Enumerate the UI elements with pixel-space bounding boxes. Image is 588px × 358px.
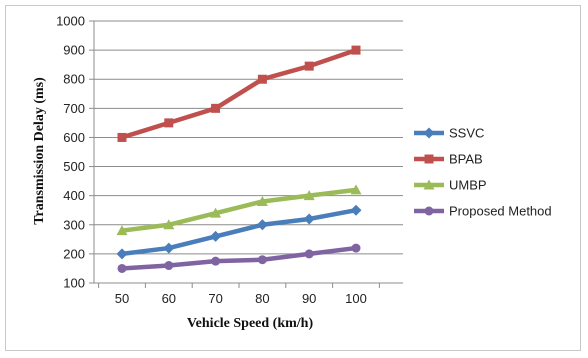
x-tick-label-100: 100 [345,291,367,306]
point-umbp-60 [163,219,175,230]
legend-item-ssvc: SSVC [414,126,484,141]
legend-item-umbp: UMBP [414,178,487,193]
point-ssvc-50 [116,248,128,260]
x-tick-label-70: 70 [208,291,222,306]
point-bpab-80 [257,74,267,84]
point-bpab-90 [304,61,314,71]
y-tick-label-500: 500 [63,159,85,174]
x-tick-label-50: 50 [115,291,129,306]
point-ssvc-90 [303,213,315,225]
series-ssvc [116,204,362,260]
legend-marker-1 [424,154,434,164]
point-umbp-70 [210,207,222,218]
point-ssvc-80 [256,219,268,231]
y-tick-label-1000: 1000 [56,14,85,29]
point-bpab-100 [351,45,361,55]
series-line-proposed-method [119,245,359,271]
point-ssvc-100 [350,204,362,216]
point-proposed-method-70 [211,256,221,266]
y-tick-label-100: 100 [63,276,85,291]
point-bpab-60 [164,118,174,128]
point-proposed-method-60 [164,261,174,271]
y-tick-label-800: 800 [63,72,85,87]
point-umbp-50 [116,225,128,236]
point-proposed-method-80 [257,255,267,265]
legend-marker-3 [424,206,434,216]
chart-frame [5,5,581,351]
series-proposed-method [117,243,361,273]
series-umbp [116,184,362,236]
point-umbp-80 [256,195,268,206]
y-tick-label-600: 600 [63,130,85,145]
y-tick-label-200: 200 [63,246,85,261]
series-bpab [117,45,361,142]
series-line-ssvc [119,207,359,257]
axes: 100 200 300 400 500 600 700 800 900 1000 50 60 70 80 9… [56,14,380,306]
point-proposed-method-100 [351,243,361,253]
y-tick-label-900: 900 [63,43,85,58]
series-line-bpab [119,47,359,140]
point-ssvc-70 [210,230,222,242]
y-tick-label-300: 300 [63,217,85,232]
y-tick-label-700: 700 [63,101,85,116]
y-tick-label-400: 400 [63,188,85,203]
x-tick-label-80: 80 [255,291,269,306]
legend-item-bpab: BPAB [414,152,483,167]
legend-label: Proposed Method [449,204,552,219]
legend-label: UMBP [449,178,487,193]
point-umbp-90 [303,190,315,201]
point-proposed-method-50 [117,263,127,273]
y-axis-title: Transmission Delay (ms) [32,77,47,225]
legend-item-proposed-method: Proposed Method [414,204,552,219]
x-axis-title: Vehicle Speed (km/h) [187,316,314,331]
point-proposed-method-90 [304,249,314,259]
legend-label: SSVC [449,126,484,141]
legend-label: BPAB [449,152,483,167]
point-bpab-50 [117,132,127,142]
legend-marker-0 [423,127,435,139]
x-tick-label-60: 60 [162,291,176,306]
point-umbp-100 [350,184,362,195]
series-line-umbp [119,187,359,233]
series-group [116,45,362,273]
legend: SSVC BPAB UMBP Proposed Method [414,126,552,219]
legend-marker-2 [423,179,435,190]
x-tick-label-90: 90 [302,291,316,306]
point-bpab-70 [211,103,221,113]
point-ssvc-60 [163,242,175,254]
